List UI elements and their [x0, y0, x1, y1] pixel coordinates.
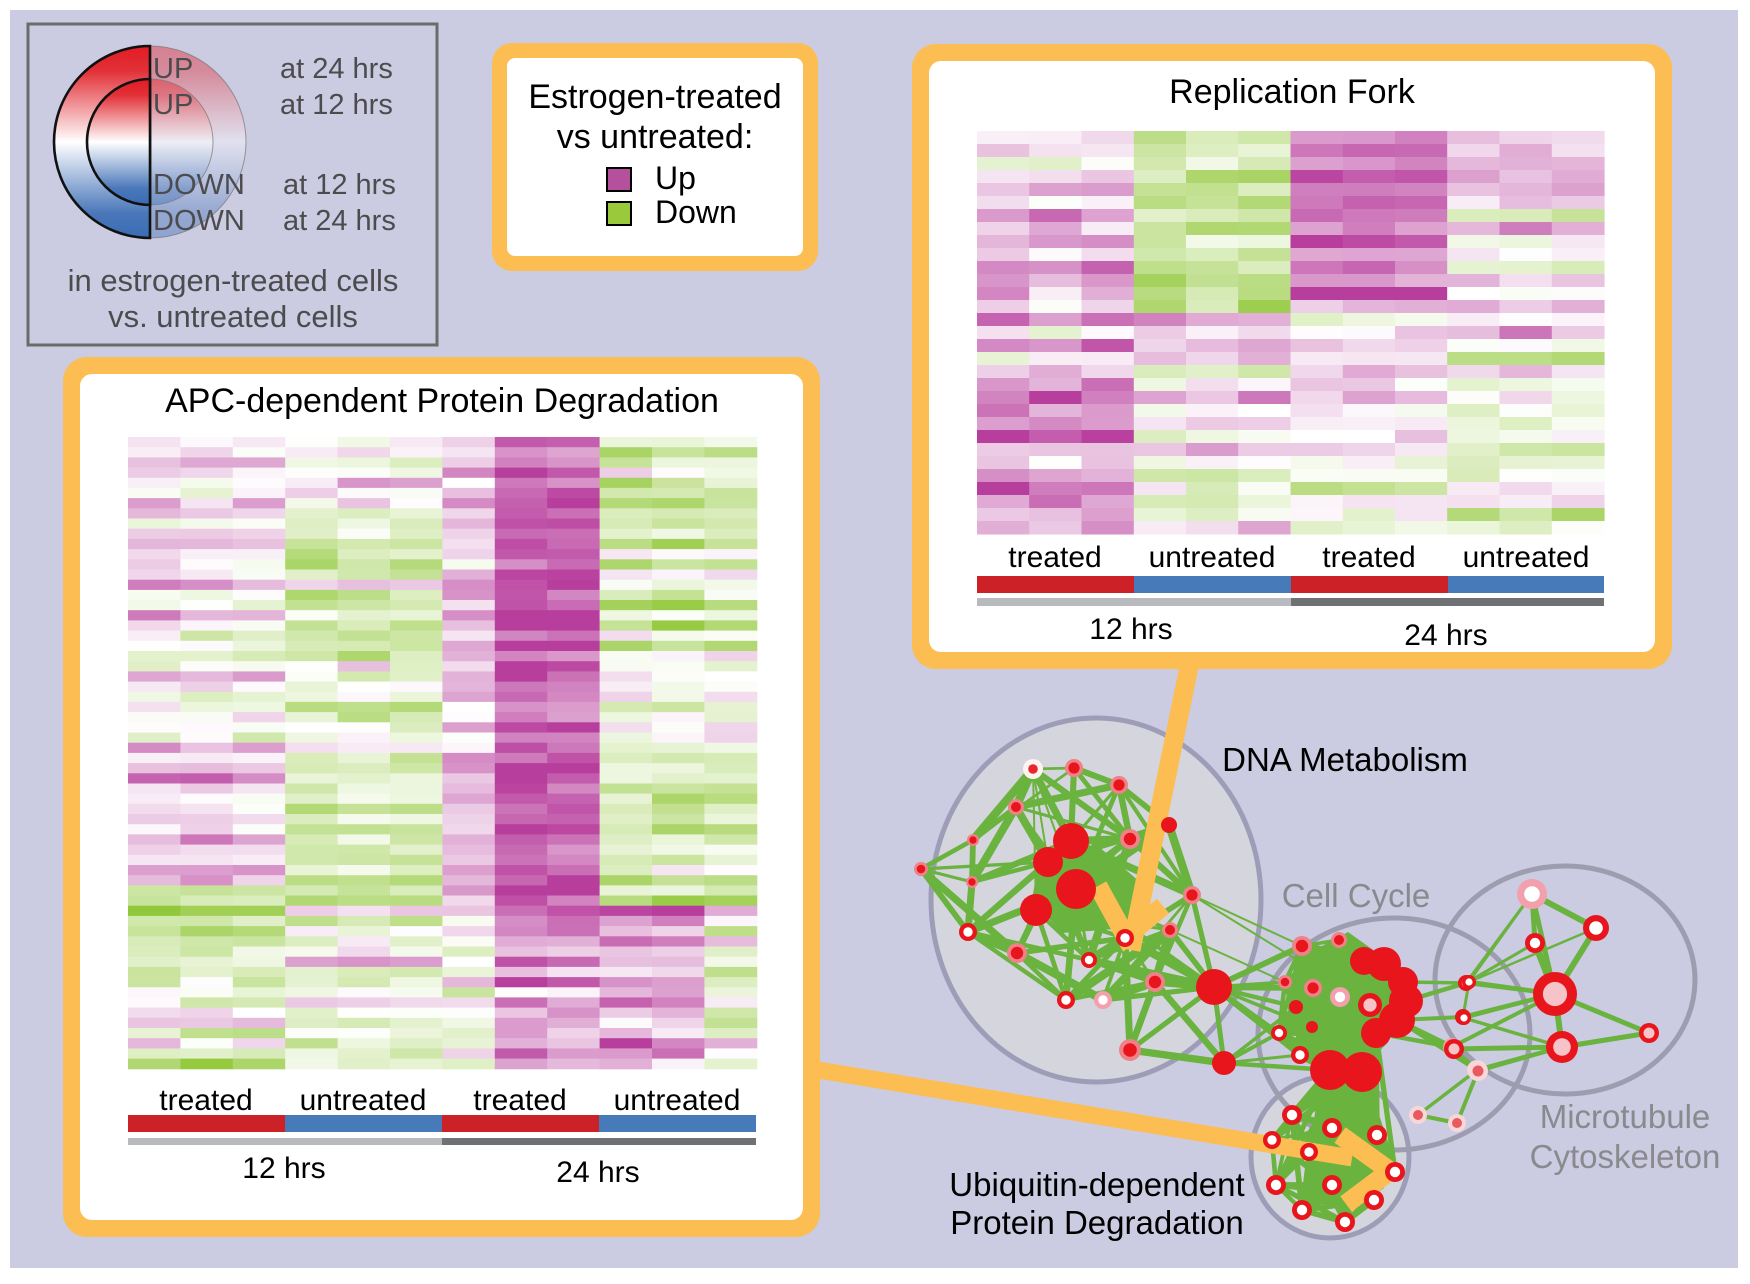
- svg-text:untreated: untreated: [1149, 541, 1276, 574]
- svg-text:Ubiquitin-dependent: Ubiquitin-dependent: [949, 1166, 1244, 1203]
- svg-text:UP: UP: [153, 89, 193, 121]
- svg-text:Estrogen-treated: Estrogen-treated: [528, 78, 781, 116]
- svg-text:DOWN: DOWN: [153, 205, 245, 237]
- svg-text:DNA Metabolism: DNA Metabolism: [1222, 741, 1468, 778]
- svg-text:untreated: untreated: [300, 1084, 427, 1117]
- svg-text:treated: treated: [1322, 541, 1415, 574]
- svg-text:DOWN: DOWN: [153, 169, 245, 201]
- svg-text:Microtubule: Microtubule: [1540, 1098, 1711, 1135]
- svg-text:treated: treated: [473, 1084, 566, 1117]
- svg-text:at 24 hrs: at 24 hrs: [283, 205, 396, 237]
- svg-text:in estrogen-treated cells: in estrogen-treated cells: [68, 263, 399, 298]
- svg-text:untreated: untreated: [1463, 541, 1590, 574]
- svg-text:Cytoskeleton: Cytoskeleton: [1530, 1138, 1721, 1175]
- svg-text:UP: UP: [153, 53, 193, 85]
- svg-text:Down: Down: [655, 194, 737, 230]
- svg-text:treated: treated: [159, 1084, 252, 1117]
- svg-text:12 hrs: 12 hrs: [1089, 613, 1172, 646]
- svg-text:Up: Up: [655, 160, 696, 196]
- svg-text:Protein Degradation: Protein Degradation: [950, 1204, 1244, 1241]
- svg-text:Cell Cycle: Cell Cycle: [1282, 877, 1431, 914]
- svg-text:24 hrs: 24 hrs: [1404, 619, 1487, 652]
- svg-text:APC-dependent Protein Degradat: APC-dependent Protein Degradation: [165, 382, 719, 420]
- svg-text:untreated: untreated: [614, 1084, 741, 1117]
- svg-text:12 hrs: 12 hrs: [242, 1152, 325, 1185]
- svg-text:at 12 hrs: at 12 hrs: [280, 89, 393, 121]
- svg-text:Replication Fork: Replication Fork: [1169, 73, 1416, 111]
- svg-text:vs. untreated cells: vs. untreated cells: [108, 299, 358, 334]
- svg-text:vs untreated:: vs untreated:: [557, 118, 754, 156]
- svg-text:at 12 hrs: at 12 hrs: [283, 169, 396, 201]
- svg-text:24 hrs: 24 hrs: [556, 1156, 639, 1189]
- svg-text:at 24 hrs: at 24 hrs: [280, 53, 393, 85]
- svg-text:treated: treated: [1008, 541, 1101, 574]
